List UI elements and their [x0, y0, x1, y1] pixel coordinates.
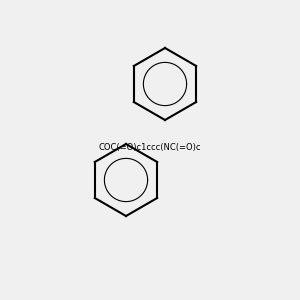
Text: COC(=O)c1ccc(NC(=O)c: COC(=O)c1ccc(NC(=O)c [99, 143, 201, 152]
